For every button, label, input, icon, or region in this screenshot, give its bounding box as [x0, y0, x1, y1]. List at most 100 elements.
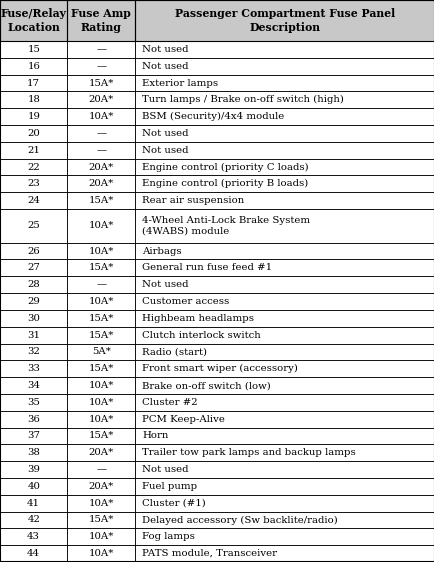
- Text: 10A*: 10A*: [88, 498, 114, 507]
- Text: Front smart wiper (accessory): Front smart wiper (accessory): [142, 364, 298, 373]
- Bar: [135, 92, 434, 108]
- Bar: [67, 75, 135, 92]
- Text: 19: 19: [27, 112, 40, 121]
- Bar: [67, 175, 135, 192]
- Bar: [0, 478, 67, 495]
- Text: BSM (Security)/4x4 module: BSM (Security)/4x4 module: [142, 112, 284, 121]
- Text: 15: 15: [27, 45, 40, 54]
- Bar: [67, 209, 135, 243]
- Bar: [0, 343, 67, 360]
- Bar: [0, 327, 67, 343]
- Text: General run fuse feed #1: General run fuse feed #1: [142, 264, 272, 273]
- Bar: [0, 158, 67, 175]
- Bar: [135, 192, 434, 209]
- Bar: [67, 394, 135, 411]
- Bar: [135, 75, 434, 92]
- Bar: [0, 92, 67, 108]
- Bar: [0, 461, 434, 478]
- Text: Not used: Not used: [142, 62, 188, 71]
- Bar: [67, 0, 135, 41]
- Text: 29: 29: [27, 297, 40, 306]
- Bar: [0, 192, 67, 209]
- Text: 24: 24: [27, 196, 40, 205]
- Text: 20A*: 20A*: [88, 179, 114, 188]
- Bar: [135, 343, 434, 360]
- Text: 20A*: 20A*: [88, 96, 114, 105]
- Text: 42: 42: [27, 515, 40, 524]
- Text: 10A*: 10A*: [88, 221, 114, 230]
- Text: Not used: Not used: [142, 129, 188, 138]
- Bar: [0, 545, 67, 562]
- Text: Fuse/Relay
Location: Fuse/Relay Location: [1, 8, 66, 33]
- Bar: [135, 209, 434, 243]
- Bar: [0, 495, 67, 511]
- Text: Fuse Amp
Rating: Fuse Amp Rating: [71, 8, 131, 33]
- Text: Clutch interlock switch: Clutch interlock switch: [142, 330, 260, 339]
- Bar: [135, 377, 434, 394]
- Bar: [0, 377, 67, 394]
- Text: Trailer tow park lamps and backup lamps: Trailer tow park lamps and backup lamps: [142, 448, 355, 457]
- Text: Cluster (#1): Cluster (#1): [142, 498, 206, 507]
- Text: 4-Wheel Anti-Lock Brake System
(4WABS) module: 4-Wheel Anti-Lock Brake System (4WABS) m…: [142, 216, 310, 236]
- Text: Cluster #2: Cluster #2: [142, 398, 197, 407]
- Bar: [135, 445, 434, 461]
- Bar: [0, 158, 434, 175]
- Text: 37: 37: [27, 432, 40, 441]
- Bar: [135, 58, 434, 75]
- Bar: [0, 545, 434, 562]
- Text: 10A*: 10A*: [88, 247, 114, 256]
- Text: Turn lamps / Brake on-off switch (high): Turn lamps / Brake on-off switch (high): [142, 96, 343, 105]
- Bar: [67, 343, 135, 360]
- Bar: [0, 125, 67, 142]
- Bar: [0, 310, 434, 327]
- Bar: [67, 461, 135, 478]
- Text: 38: 38: [27, 448, 40, 457]
- Bar: [67, 58, 135, 75]
- Text: —: —: [96, 146, 106, 155]
- Bar: [135, 545, 434, 562]
- Bar: [0, 445, 67, 461]
- Bar: [135, 478, 434, 495]
- Text: —: —: [96, 129, 106, 138]
- Bar: [0, 360, 67, 377]
- Bar: [0, 192, 434, 209]
- Bar: [135, 108, 434, 125]
- Bar: [67, 310, 135, 327]
- Bar: [0, 394, 67, 411]
- Bar: [0, 243, 434, 260]
- Text: 32: 32: [27, 347, 40, 356]
- Bar: [0, 92, 434, 108]
- Text: 15A*: 15A*: [88, 330, 114, 339]
- Bar: [0, 293, 434, 310]
- Bar: [135, 125, 434, 142]
- Bar: [135, 41, 434, 58]
- Text: 40: 40: [27, 482, 40, 491]
- Bar: [0, 394, 434, 411]
- Bar: [0, 175, 434, 192]
- Bar: [0, 445, 434, 461]
- Text: 15A*: 15A*: [88, 432, 114, 441]
- Bar: [0, 125, 434, 142]
- Bar: [0, 108, 67, 125]
- Text: 10A*: 10A*: [88, 381, 114, 390]
- Text: Delayed accessory (Sw backlite/radio): Delayed accessory (Sw backlite/radio): [142, 515, 337, 524]
- Text: Fog lamps: Fog lamps: [142, 532, 195, 541]
- Text: 30: 30: [27, 314, 40, 323]
- Bar: [0, 411, 67, 428]
- Bar: [135, 142, 434, 158]
- Bar: [0, 310, 67, 327]
- Bar: [0, 75, 67, 92]
- Text: 35: 35: [27, 398, 40, 407]
- Bar: [0, 528, 67, 545]
- Text: 25: 25: [27, 221, 40, 230]
- Text: Not used: Not used: [142, 280, 188, 289]
- Bar: [135, 277, 434, 293]
- Bar: [0, 511, 434, 528]
- Bar: [67, 478, 135, 495]
- Bar: [67, 377, 135, 394]
- Text: Fuel pump: Fuel pump: [142, 482, 197, 491]
- Text: 39: 39: [27, 465, 40, 474]
- Text: 22: 22: [27, 162, 40, 171]
- Bar: [67, 142, 135, 158]
- Text: 20A*: 20A*: [88, 162, 114, 171]
